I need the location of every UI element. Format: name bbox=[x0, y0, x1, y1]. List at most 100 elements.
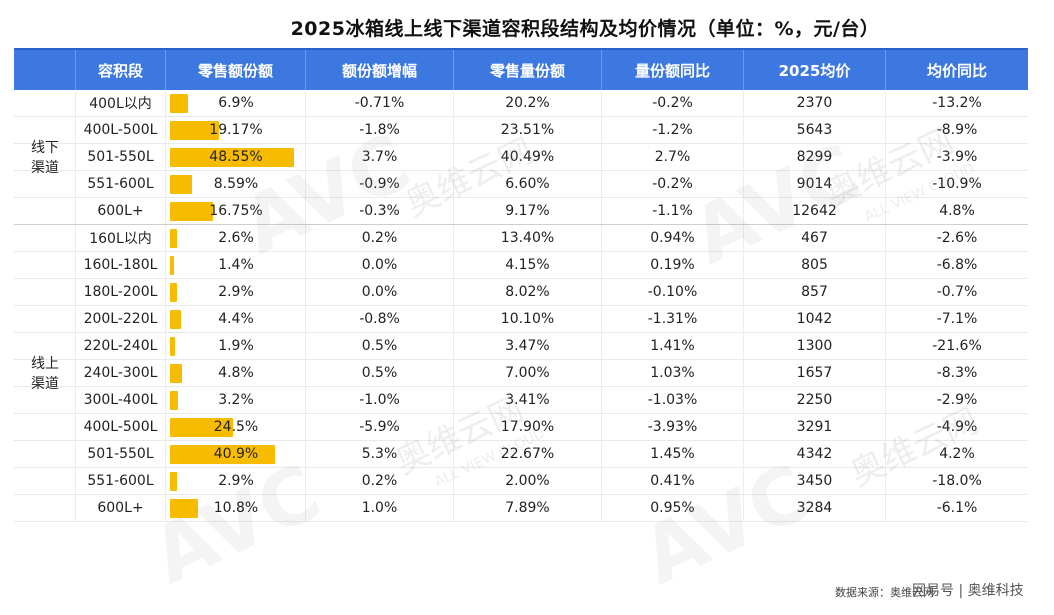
header-segment: 容积段 bbox=[76, 50, 166, 90]
table-row: 600L+ 16.75% -0.3% 9.17% -1.1% 12642 4.8% bbox=[14, 198, 1028, 225]
sales-share-bar bbox=[170, 94, 188, 113]
group-divider bbox=[14, 224, 1028, 225]
volume-share-cell: 2.00% bbox=[454, 468, 602, 494]
price-yoy-cell: -10.9% bbox=[932, 176, 982, 192]
sales-share-label: 2.9% bbox=[218, 473, 254, 489]
share-change-cell: -1.0% bbox=[306, 387, 454, 413]
header-group-blank bbox=[14, 50, 76, 90]
group-cell bbox=[14, 360, 76, 386]
avg-price-cell: 4342 bbox=[744, 441, 886, 467]
sales-share-label: 40.9% bbox=[213, 446, 259, 462]
group-cell bbox=[14, 90, 76, 116]
sales-share-cell: 1.9% bbox=[166, 333, 306, 359]
volume-share-cell: 3.41% bbox=[454, 387, 602, 413]
price-yoy-cell: -13.2% bbox=[932, 95, 982, 111]
volume-share-cell: 40.49% bbox=[454, 144, 602, 170]
sales-share-label: 24.5% bbox=[213, 419, 259, 435]
sales-share-bar bbox=[170, 229, 177, 248]
table-row: 180L-200L 2.9% 0.0% 8.02% -0.10% 857 -0.7% bbox=[14, 279, 1028, 306]
table-row: 600L+ 10.8% 1.0% 7.89% 0.95% 3284 -6.1% bbox=[14, 495, 1028, 522]
segment-label: 160L-180L bbox=[76, 252, 166, 278]
volume-share-cell: 6.60% bbox=[454, 171, 602, 197]
table-row: 400L-500L 24.5% -5.9% 17.90% -3.93% 3291 -4.9% bbox=[14, 414, 1028, 441]
data-table: 容积段 零售额份额 额份额增幅 零售量份额 量份额同比 2025均价 均价同比 … bbox=[14, 48, 1028, 522]
volume-yoy-cell: 1.45% bbox=[602, 441, 744, 467]
share-change-cell: -0.71% bbox=[306, 90, 454, 116]
share-change-cell: 0.0% bbox=[306, 252, 454, 278]
avg-price-cell: 1042 bbox=[744, 306, 886, 332]
group-cell bbox=[14, 144, 76, 170]
group-cell bbox=[14, 171, 76, 197]
volume-share-cell: 17.90% bbox=[454, 414, 602, 440]
volume-yoy-cell: 1.41% bbox=[602, 333, 744, 359]
sales-share-bar bbox=[170, 445, 275, 464]
sales-share-cell: 8.59% bbox=[166, 171, 306, 197]
volume-share-cell: 8.02% bbox=[454, 279, 602, 305]
group-cell bbox=[14, 279, 76, 305]
header-avg-price: 2025均价 bbox=[744, 50, 886, 90]
price-yoy-cell: -0.7% bbox=[936, 284, 978, 300]
group-cell bbox=[14, 252, 76, 278]
sales-share-bar bbox=[170, 256, 174, 275]
volume-yoy-cell: 0.94% bbox=[602, 225, 744, 251]
data-source: 数据来源：奥维云网 bbox=[835, 586, 934, 599]
sales-share-cell: 2.9% bbox=[166, 468, 306, 494]
price-yoy-cell: -3.9% bbox=[936, 149, 978, 165]
group-cell bbox=[14, 198, 76, 224]
table-row: 160L-180L 1.4% 0.0% 4.15% 0.19% 805 -6.8% bbox=[14, 252, 1028, 279]
avg-price-cell: 1300 bbox=[744, 333, 886, 359]
volume-share-cell: 22.67% bbox=[454, 441, 602, 467]
avg-price-cell: 5643 bbox=[744, 117, 886, 143]
header-sales-share: 零售额份额 bbox=[166, 50, 306, 90]
price-yoy-cell: -2.6% bbox=[936, 230, 978, 246]
volume-yoy-cell: -0.2% bbox=[602, 171, 744, 197]
sales-share-cell: 16.75% bbox=[166, 198, 306, 224]
segment-label: 501-550L bbox=[76, 144, 166, 170]
table-row: 160L以内 2.6% 0.2% 13.40% 0.94% 467 -2.6% bbox=[14, 225, 1028, 252]
segment-label: 400L以内 bbox=[76, 90, 166, 116]
sales-share-label: 3.2% bbox=[218, 392, 254, 408]
sales-share-bar bbox=[170, 121, 220, 140]
group-cell bbox=[14, 441, 76, 467]
sales-share-label: 1.4% bbox=[218, 257, 254, 273]
table-row: 400L以内 6.9% -0.71% 20.2% -0.2% 2370 -13.2% bbox=[14, 90, 1028, 117]
header-volume-yoy: 量份额同比 bbox=[602, 50, 744, 90]
share-change-cell: -0.3% bbox=[306, 198, 454, 224]
sales-share-cell: 10.8% bbox=[166, 495, 306, 521]
price-yoy-cell: -21.6% bbox=[932, 338, 982, 354]
price-yoy-cell: -4.9% bbox=[936, 419, 978, 435]
chart-title: 2025冰箱线上线下渠道容积段结构及均价情况（单位：%，元/台） bbox=[290, 18, 880, 40]
volume-yoy-cell: -1.2% bbox=[602, 117, 744, 143]
price-yoy-cell: -6.1% bbox=[936, 500, 978, 516]
group-cell bbox=[14, 387, 76, 413]
segment-label: 551-600L bbox=[76, 171, 166, 197]
segment-label: 200L-220L bbox=[76, 306, 166, 332]
sales-share-bar bbox=[170, 364, 183, 383]
share-change-cell: -5.9% bbox=[306, 414, 454, 440]
volume-yoy-cell: -1.1% bbox=[602, 198, 744, 224]
segment-label: 220L-240L bbox=[76, 333, 166, 359]
sales-share-label: 1.9% bbox=[218, 338, 254, 354]
volume-yoy-cell: -1.31% bbox=[602, 306, 744, 332]
volume-yoy-cell: 1.03% bbox=[602, 360, 744, 386]
sales-share-label: 16.75% bbox=[209, 203, 263, 219]
header-volume-share: 零售量份额 bbox=[454, 50, 602, 90]
price-yoy-cell: -2.9% bbox=[936, 392, 978, 408]
sales-share-cell: 19.17% bbox=[166, 117, 306, 143]
header-share-change: 额份额增幅 bbox=[306, 50, 454, 90]
sales-share-cell: 48.55% bbox=[166, 144, 306, 170]
sales-share-label: 19.17% bbox=[209, 122, 263, 138]
table-header: 容积段 零售额份额 额份额增幅 零售量份额 量份额同比 2025均价 均价同比 bbox=[14, 48, 1028, 90]
table-row: 220L-240L 1.9% 0.5% 3.47% 1.41% 1300 -21.6% bbox=[14, 333, 1028, 360]
volume-yoy-cell: 2.7% bbox=[602, 144, 744, 170]
sales-share-cell: 4.4% bbox=[166, 306, 306, 332]
avg-price-cell: 805 bbox=[744, 252, 886, 278]
sales-share-label: 6.9% bbox=[218, 95, 254, 111]
volume-yoy-cell: 0.41% bbox=[602, 468, 744, 494]
segment-label: 180L-200L bbox=[76, 279, 166, 305]
volume-yoy-cell: -0.10% bbox=[602, 279, 744, 305]
sales-share-bar bbox=[170, 472, 178, 491]
volume-yoy-cell: -3.93% bbox=[602, 414, 744, 440]
table-body: 400L以内 6.9% -0.71% 20.2% -0.2% 2370 -13.2% 400L… bbox=[14, 90, 1028, 522]
sales-share-label: 4.8% bbox=[218, 365, 254, 381]
